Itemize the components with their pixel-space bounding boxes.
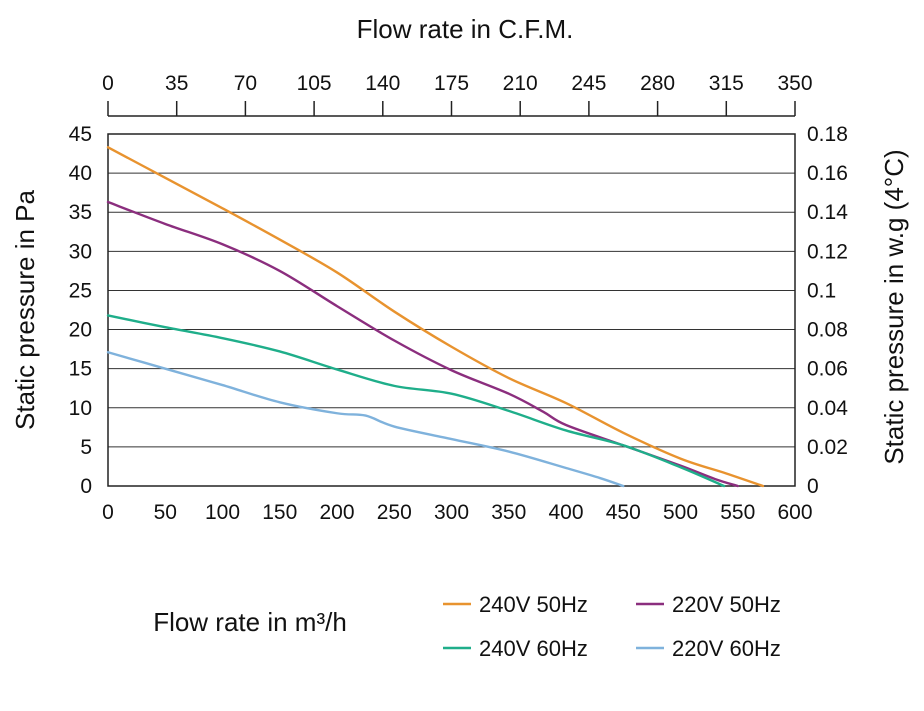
x2-tick-label: 140 <box>365 72 400 95</box>
x-tick-label: 100 <box>205 501 240 524</box>
x2-tick-label: 280 <box>640 72 675 95</box>
x2-tick-label: 315 <box>709 72 744 95</box>
x-tick-label: 200 <box>319 501 354 524</box>
y-axis-title: Static pressure in Pa <box>10 190 40 430</box>
y2-tick-label: 0.1 <box>807 279 836 302</box>
y-tick-label: 45 <box>69 123 92 146</box>
y2-tick-label: 0.12 <box>807 240 848 263</box>
y-tick-label: 10 <box>69 397 92 420</box>
x-tick-label: 450 <box>606 501 641 524</box>
x-axis-title: Flow rate in m³/h <box>153 607 347 637</box>
x-tick-label: 400 <box>548 501 583 524</box>
y-tick-label: 0 <box>80 475 92 498</box>
x2-tick-label: 350 <box>777 72 812 95</box>
y-tick-label: 15 <box>69 358 92 381</box>
x2-tick-label: 175 <box>434 72 469 95</box>
x2-tick-label: 0 <box>102 72 114 95</box>
series-line-2 <box>106 314 726 488</box>
y-tick-label: 25 <box>69 279 92 302</box>
legend-label-2: 240V 60Hz <box>479 636 588 661</box>
x-tick-label: 150 <box>262 501 297 524</box>
y-tick-label: 5 <box>80 436 92 459</box>
x-tick-label: 550 <box>720 501 755 524</box>
x2-tick-label: 210 <box>503 72 538 95</box>
series-lines <box>106 146 765 488</box>
y2-tick-label: 0.08 <box>807 319 848 342</box>
y2-axis-title: Static pressure in w.g (4°C) <box>879 149 909 464</box>
y2-tick-label: 0 <box>807 475 819 498</box>
x2-tick-label: 105 <box>297 72 332 95</box>
x2-tick-label: 35 <box>165 72 188 95</box>
x2-axis-title: Flow rate in C.F.M. <box>357 14 574 44</box>
y2-tick-label: 0.02 <box>807 436 848 459</box>
x-tick-label: 0 <box>102 501 114 524</box>
x-tick-label: 600 <box>777 501 812 524</box>
y2-tick-label: 0.04 <box>807 397 848 420</box>
x-tick-label: 350 <box>491 501 526 524</box>
series-line-3 <box>106 351 625 488</box>
x-tick-label: 300 <box>434 501 469 524</box>
x2-tick-label: 245 <box>571 72 606 95</box>
legend: 240V 50Hz 220V 50Hz 240V 60Hz 220V 60Hz <box>443 592 781 661</box>
legend-label-1: 220V 50Hz <box>672 592 781 617</box>
y-tick-label: 40 <box>69 162 92 185</box>
legend-label-0: 240V 50Hz <box>479 592 588 617</box>
x-tick-label: 250 <box>377 501 412 524</box>
y2-tick-label: 0.16 <box>807 162 848 185</box>
x-tick-label: 50 <box>154 501 177 524</box>
series-line-0 <box>106 146 765 488</box>
gridlines <box>108 172 795 448</box>
y2-tick-label: 0.14 <box>807 201 848 224</box>
y2-tick-label: 0.18 <box>807 123 848 146</box>
ticks: 05101520253035404500.020.040.060.080.10.… <box>69 72 849 524</box>
x2-tick-label: 70 <box>234 72 257 95</box>
plot-frame <box>107 133 796 487</box>
y-tick-label: 20 <box>69 319 92 342</box>
y-tick-label: 35 <box>69 201 92 224</box>
y2-tick-label: 0.06 <box>807 358 848 381</box>
legend-label-3: 220V 60Hz <box>672 636 781 661</box>
y-tick-label: 30 <box>69 240 92 263</box>
x-tick-label: 500 <box>663 501 698 524</box>
